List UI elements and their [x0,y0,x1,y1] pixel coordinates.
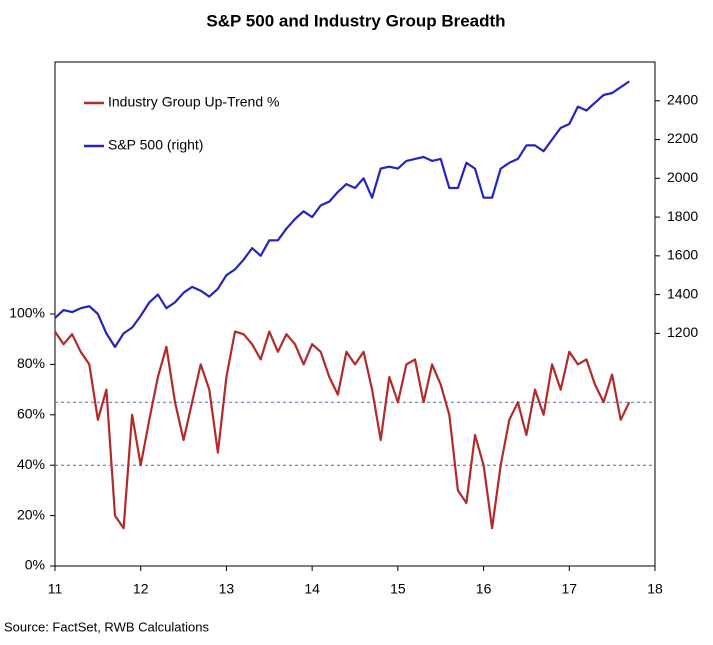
x-tick-label: 14 [304,581,320,597]
y-tick-label: 60% [17,406,45,422]
y2-tick-label: 2200 [667,130,698,146]
chart-title: S&P 500 and Industry Group Breadth [206,11,505,30]
source-note: Source: FactSet, RWB Calculations [4,619,209,634]
x-tick-label: 13 [219,581,235,597]
y2-tick-label: 1200 [667,324,698,340]
y-tick-label: 20% [17,506,45,522]
y-tick-label: 0% [25,557,45,573]
legend-label: S&P 500 (right) [108,137,203,153]
y-tick-label: 40% [17,456,45,472]
y2-tick-label: 2400 [667,91,698,107]
x-tick-label: 12 [133,581,149,597]
x-tick-label: 18 [647,581,663,597]
y2-tick-label: 1400 [667,285,698,301]
y2-tick-label: 1800 [667,208,698,224]
series-line [54,80,630,349]
series-line [54,330,631,530]
y2-tick-label: 1600 [667,247,698,263]
x-tick-label: 16 [476,581,492,597]
x-tick-label: 17 [561,581,577,597]
y-tick-label: 80% [17,355,45,371]
x-tick-label: 15 [390,581,406,597]
y2-tick-label: 2000 [667,169,698,185]
y-tick-label: 100% [9,305,45,321]
x-tick-label: 11 [48,581,63,597]
legend-label: Industry Group Up-Trend % [108,94,279,110]
